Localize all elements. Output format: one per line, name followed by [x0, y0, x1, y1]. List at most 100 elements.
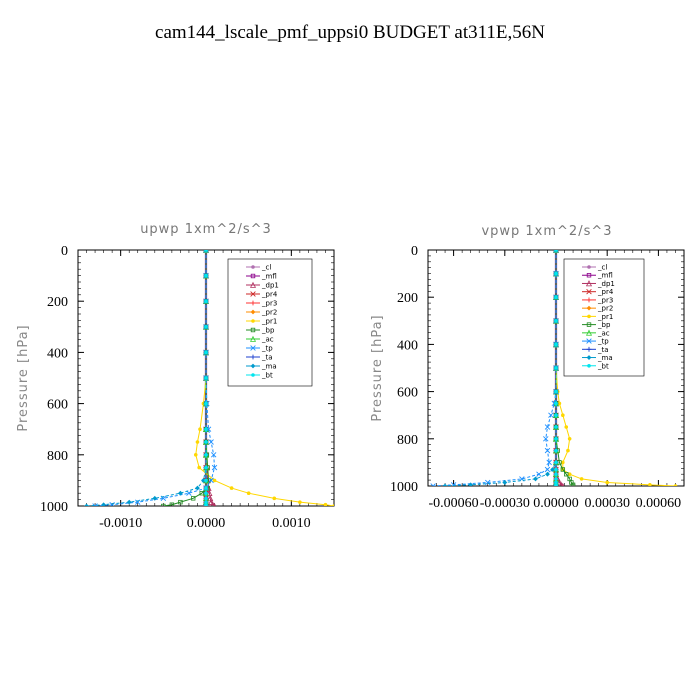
data-point-marker: [566, 448, 570, 453]
data-point-marker: [229, 486, 234, 490]
series-markers-tp: [92, 250, 218, 506]
data-point-marker: [586, 355, 592, 360]
data-point-marker: [204, 299, 208, 304]
data-point-marker: [204, 504, 208, 506]
legend-entry: _ac: [597, 329, 610, 337]
data-point-marker: [204, 427, 208, 432]
data-point-marker: [586, 273, 592, 278]
data-point-marker: [586, 346, 592, 352]
data-point-marker: [250, 300, 256, 306]
data-point-marker: [169, 502, 175, 506]
legend-entry: _pr3: [597, 296, 613, 304]
data-point-marker: [204, 325, 208, 329]
data-point-marker: [450, 482, 457, 486]
data-point-marker: [204, 491, 208, 496]
data-point-marker: [554, 467, 558, 472]
data-point-marker: [208, 498, 215, 505]
data-point-marker: [648, 483, 652, 486]
x-tick-label: 0.00000: [533, 496, 579, 511]
data-point-marker: [554, 389, 558, 394]
y-tick-label: 200: [397, 291, 418, 306]
data-point-marker: [201, 478, 206, 483]
legend-entry: _cl: [597, 264, 607, 272]
legend-entry: _pr2: [261, 309, 277, 317]
data-point-marker: [554, 472, 558, 477]
legend-entry: _pr4: [597, 288, 614, 296]
legend-entry: _pr1: [597, 313, 613, 321]
series-group: [430, 250, 678, 486]
data-point-marker: [550, 467, 555, 472]
legend-entry: _pr1: [261, 318, 277, 326]
panel-title: upwp 1xm^2/s^3: [140, 222, 272, 237]
data-point-marker: [567, 472, 572, 477]
legend-entry: _ma: [597, 354, 613, 362]
data-point-marker: [557, 401, 562, 406]
data-point-marker: [203, 250, 209, 253]
data-point-marker: [585, 280, 593, 287]
x-tick-label: 0.00060: [636, 496, 682, 511]
data-point-marker: [178, 490, 183, 496]
data-point-marker: [560, 467, 566, 472]
data-point-marker: [561, 460, 565, 465]
data-point-marker: [199, 490, 204, 496]
data-point-marker: [554, 271, 558, 276]
data-point-marker: [210, 452, 217, 458]
data-point-marker: [251, 373, 255, 377]
data-point-marker: [544, 424, 551, 430]
data-point-marker: [195, 485, 200, 491]
data-point-marker: [554, 484, 558, 486]
data-point-marker: [586, 322, 592, 327]
legend-box: [563, 258, 645, 377]
data-point-marker: [554, 250, 558, 252]
x-tick-label: 0.0010: [272, 516, 311, 531]
y-tick-label: 600: [47, 398, 68, 413]
data-point-marker: [579, 477, 584, 481]
series-line-ma: [86, 250, 207, 506]
data-point-marker: [204, 478, 208, 483]
series-line-tp: [95, 250, 216, 506]
data-point-marker: [251, 265, 255, 269]
legend-entry: _ta: [597, 346, 609, 354]
data-point-marker: [536, 471, 542, 477]
data-point-marker: [554, 477, 558, 481]
legend: _cl_mfl_dp1_pr4_pr3_pr2_pr1_bp_ac_tp_ta_…: [563, 258, 645, 377]
data-point-marker: [204, 496, 208, 501]
legend: _cl_mfl_dp1_pr4_pr3_pr2_pr1_bp_ac_tp_ta_…: [227, 258, 313, 387]
data-point-marker: [211, 464, 218, 471]
data-point-marker: [323, 502, 328, 506]
data-point-marker: [152, 495, 158, 501]
figure-title: cam144_lscale_pmf_uppsi0 BUDGET at311E,5…: [155, 22, 545, 43]
data-point-marker: [204, 350, 208, 355]
data-point-marker: [204, 440, 208, 444]
data-point-marker: [564, 425, 569, 429]
y-tick-label: 1000: [40, 500, 68, 515]
data-point-marker: [246, 491, 251, 496]
y-axis-label: Pressure [hPa]: [370, 314, 385, 421]
x-tick-label: -0.00030: [480, 496, 530, 511]
data-point-marker: [587, 363, 591, 368]
legend-entry: _mfl: [597, 272, 613, 280]
legend-entry: _dp1: [597, 280, 615, 288]
legend-entry: _tp: [261, 345, 273, 353]
data-point-marker: [250, 354, 256, 360]
data-point-marker: [605, 480, 609, 485]
data-point-marker: [193, 453, 198, 457]
data-point-marker: [249, 335, 257, 342]
data-point-marker: [109, 502, 115, 506]
y-tick-label: 800: [397, 433, 418, 448]
data-point-marker: [84, 503, 89, 506]
data-point-marker: [468, 482, 474, 486]
data-point-marker: [204, 250, 208, 252]
data-point-marker: [543, 436, 549, 442]
data-point-marker: [251, 319, 255, 323]
data-point-marker: [204, 376, 208, 380]
legend-entry: _dp1: [261, 282, 279, 290]
series-group: [84, 250, 334, 506]
data-point-marker: [485, 479, 491, 486]
legend-entry: _pr3: [261, 300, 277, 308]
data-point-marker: [204, 465, 208, 470]
data-point-marker: [178, 499, 183, 505]
series-line-ma: [445, 250, 557, 486]
data-point-marker: [250, 345, 256, 351]
